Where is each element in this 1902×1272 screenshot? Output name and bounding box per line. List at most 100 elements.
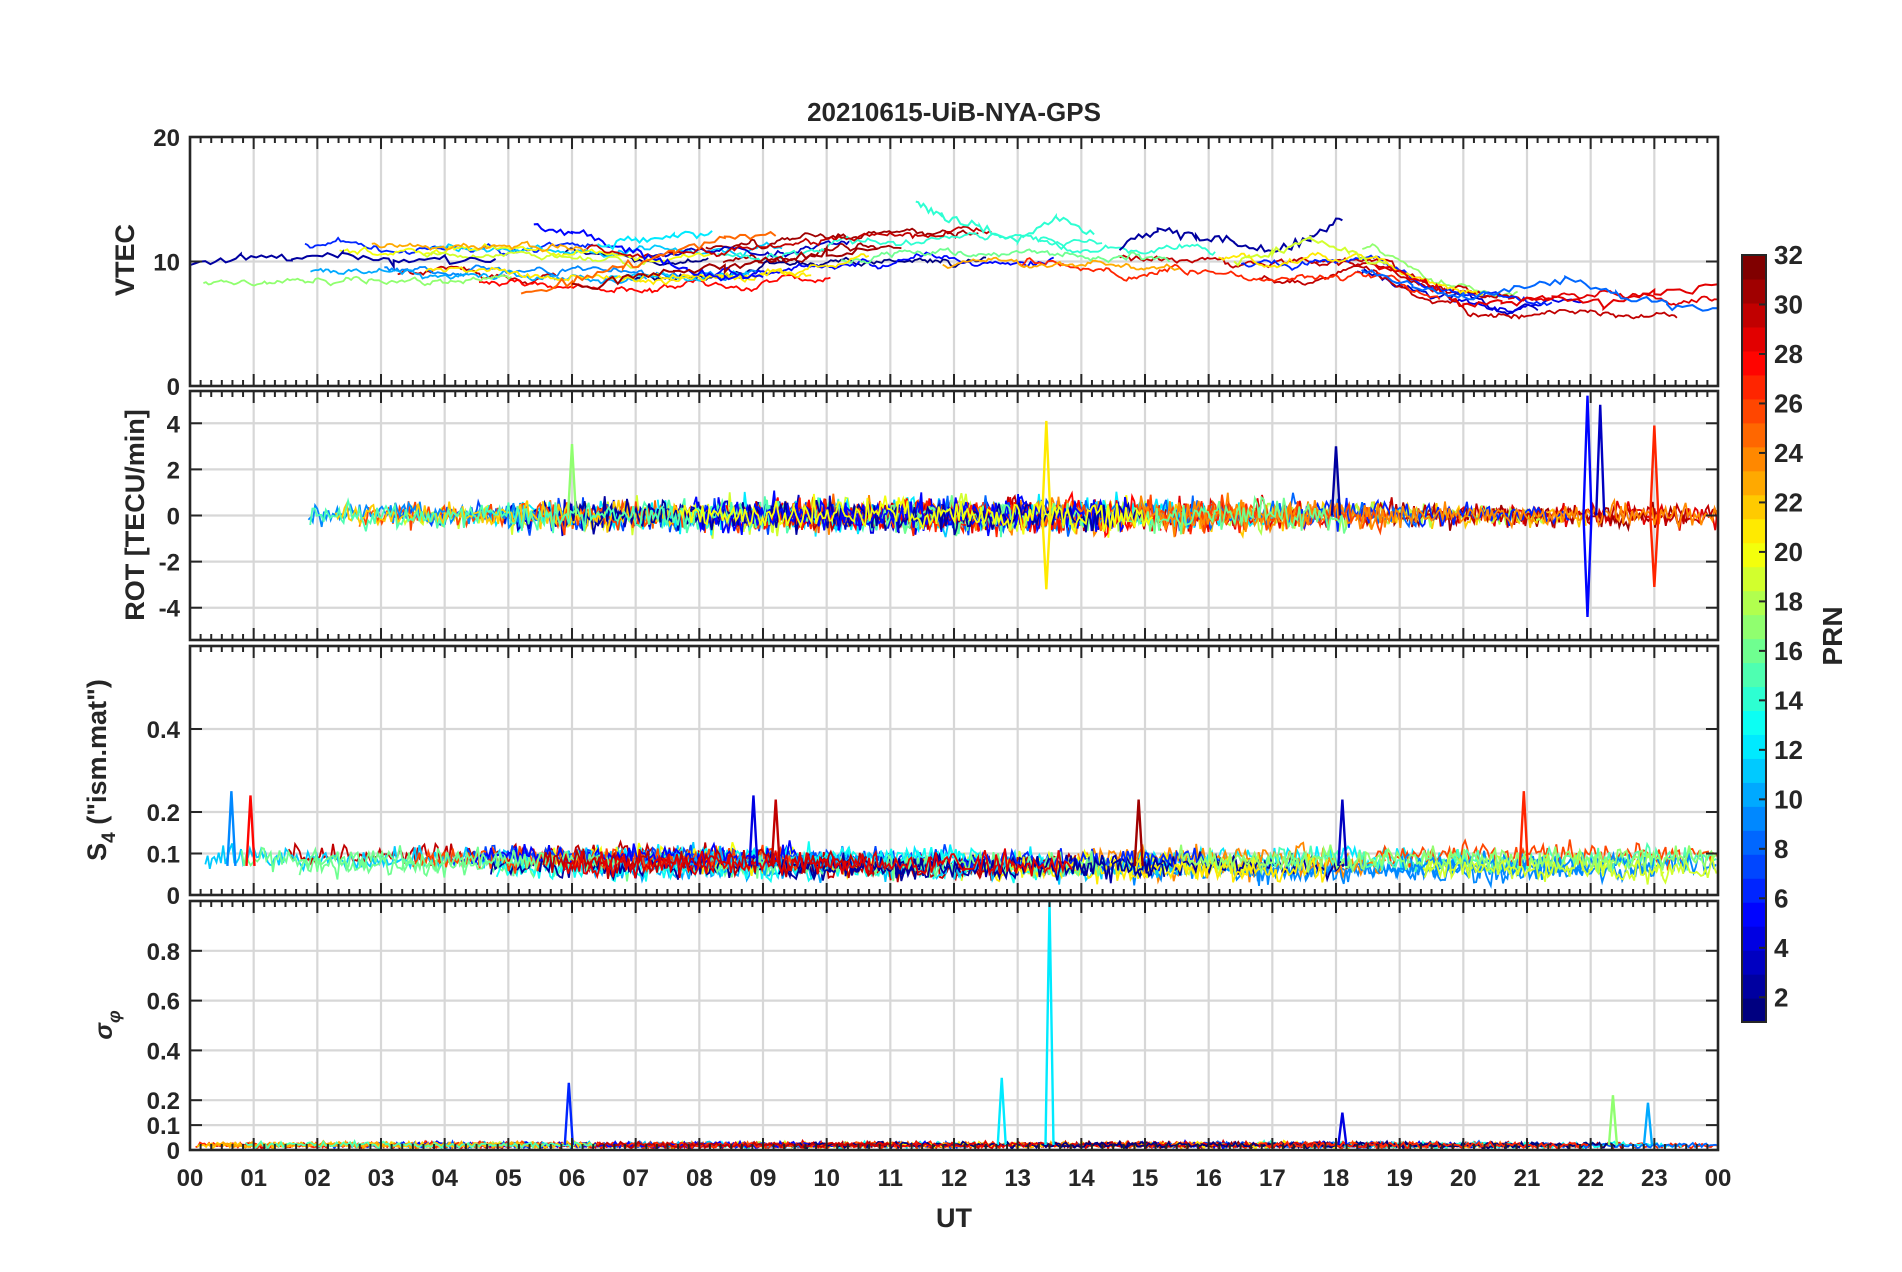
y-tick-label: 0.4 [147,1038,181,1065]
x-tick-label: 14 [1068,1165,1095,1192]
vtec-track [1241,254,1553,307]
sigma_phi-peak [1044,901,1055,1146]
vtec-series-line [915,200,1095,246]
y-tick-label: 2 [167,457,180,484]
vtec-series-line [571,244,878,291]
colorbar-cell [1742,662,1766,688]
colorbar-frame [1741,254,1767,1023]
vtec-grid [190,137,1718,386]
vtec-track [650,240,850,258]
vtec-track [722,242,902,264]
s4-peak [1518,791,1530,867]
rot-peak [1041,420,1052,516]
vtec-track [942,256,1180,271]
sigma_phi-peak [996,1077,1007,1146]
x-tick-labels: 00 01 02 03 04 05 06 07 08 09 10 11 12 13 14 15 16 17 18 19… [177,1165,1732,1192]
rot-peak [1041,515,1052,590]
colorbar-cell [1742,566,1766,592]
rot-ylabel: ROT [TECU/min] [120,409,150,620]
rot-track [1020,494,1388,536]
x-tick-label: 21 [1514,1165,1541,1192]
vtec-ticks: 0 10 20 [153,125,1719,401]
vtec-panel: 0 10 20 [153,125,1720,401]
colorbar-tick-label: 30 [1774,289,1803,319]
vtec-series-line [520,230,777,295]
colorbar-tick-label: 20 [1774,537,1803,567]
rot-track [679,493,1154,535]
rot-peak [1582,395,1593,516]
sigma-ylabel: σφ [90,1010,124,1040]
x-tick-label: 19 [1386,1165,1413,1192]
colorbar-tick-label: 14 [1774,685,1803,715]
x-tick-label: 02 [304,1165,331,1192]
rot-panel: -4 -2 0 2 4 [159,389,1720,642]
colorbar-cell [1742,950,1766,975]
x-tick-label: 22 [1577,1165,1604,1192]
vtec-track [478,274,831,294]
rot-peak [1649,425,1660,516]
sigma_phi-peak [1607,1095,1619,1146]
sigma_phi-track [1257,1140,1589,1150]
vtec-series-line [596,230,713,251]
colorbar-cell [1742,830,1766,855]
vtec-track [371,240,587,253]
s4-ylabel-rest: ("ism.mat") [82,679,112,832]
colorbar-cell [1742,518,1766,544]
colorbar-cell [1742,974,1766,999]
y-tick-label: 20 [153,125,180,152]
colorbar-tick-label: 26 [1774,388,1803,418]
colorbar-cell [1742,422,1766,448]
y-tick-label: 0.1 [147,842,180,869]
y-tick-label: 0.1 [147,1113,180,1140]
sigma_phi-grid [190,901,1718,1150]
x-tick-label: 00 [177,1165,204,1192]
y-axis-labels: VTEC ROT [TECU/min] S4 ("ism.mat") σφ [82,224,150,1040]
s4-panel: 0 0.1 0.2 0.4 [147,644,1720,910]
x-tick-label: 16 [1195,1165,1222,1192]
colorbar-cell [1742,926,1766,951]
vtec-track [430,241,783,259]
y-tick-label: 0 [167,883,180,910]
sigma-ylabel-main: σ [90,1022,118,1040]
vtec-track [203,274,513,287]
colorbar-cell [1742,350,1766,376]
sigma_phi-peak [1642,1102,1654,1146]
rot-track [1354,497,1718,531]
colorbar-tick-label: 10 [1774,784,1803,814]
y-tick-label: 4 [167,411,181,438]
x-tick-label: 08 [686,1165,713,1192]
colorbar-cell [1742,326,1766,352]
colorbar-cell [1742,710,1766,735]
x-tick-label: 13 [1004,1165,1031,1192]
colorbar-cell [1742,374,1766,400]
s4-ylabel-main: S [82,843,112,861]
colorbar-label: PRN [1817,606,1848,665]
s4-track [1223,853,1585,884]
colorbar-cell [1742,806,1766,831]
vtec-track [421,250,647,269]
s4-track [1265,841,1717,874]
y-tick-label: 0 [167,1138,180,1165]
y-tick-label: 0.2 [147,800,180,827]
x-tick-label: 11 [878,1165,903,1192]
y-tick-label: 0 [167,374,180,401]
sigma-ylabel-sub: φ [104,1010,124,1023]
colorbar-cell [1742,758,1766,783]
colorbar-cell [1742,734,1766,759]
s4-peak [245,795,256,867]
rot-ticks: -4 -2 0 2 4 [159,391,1719,640]
y-tick-label: 0.4 [147,717,181,744]
x-tick-label: 23 [1641,1165,1668,1192]
colorbar-tick-label: 24 [1774,438,1803,468]
x-tick-label: 18 [1323,1165,1350,1192]
y-tick-label: 0 [167,504,180,531]
x-tick-label: 01 [240,1165,267,1192]
vtec-series-line [533,223,764,282]
sigma-phi-panel: 00.10.2 0.4 0.6 0.8 [147,899,1720,1165]
sigma_phi-peak [563,1082,575,1146]
sigma_phi-series [195,901,1718,1150]
colorbar-tick-label: 2 [1774,982,1788,1012]
rot-series [307,395,1718,617]
rot-peak [1582,515,1593,617]
colorbar-cell [1742,494,1766,520]
